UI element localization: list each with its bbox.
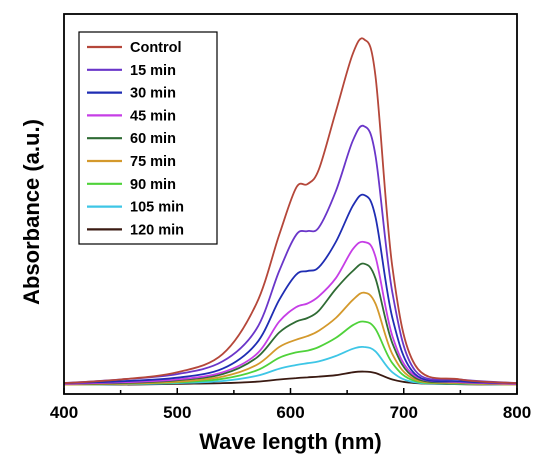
x-tick-label-1: 500: [163, 403, 191, 422]
x-tick-label-0: 400: [50, 403, 78, 422]
series-line-8: [63, 370, 518, 386]
series-line-7: [63, 345, 518, 386]
plot-area: [63, 37, 518, 386]
series-line-6: [63, 320, 518, 386]
axes: 400 500 600 700 800: [50, 13, 531, 422]
x-tick-label-3: 700: [390, 403, 418, 422]
series-line-2: [63, 193, 518, 384]
legend-label-6: 90 min: [130, 177, 176, 193]
legend-label-4: 60 min: [130, 131, 176, 147]
x-tick-label-2: 600: [276, 403, 304, 422]
legend-label-7: 105 min: [130, 200, 184, 216]
legend: Control 15 min 30 min 45 min 60 min 75 min 90 …: [78, 31, 218, 245]
legend-label-3: 45 min: [130, 108, 176, 124]
legend-label-1: 15 min: [130, 63, 176, 79]
series-line-5: [63, 291, 518, 386]
series-line-0: [63, 37, 518, 384]
series-line-3: [63, 240, 518, 385]
legend-label-2: 30 min: [130, 86, 176, 102]
x-tick-label-4: 800: [503, 403, 531, 422]
legend-label-0: Control: [130, 40, 182, 56]
legend-label-5: 75 min: [130, 154, 176, 170]
series-line-4: [63, 262, 518, 385]
legend-label-8: 120 min: [130, 222, 184, 238]
series-line-1: [63, 124, 518, 384]
x-axis-title: Wave length (nm): [199, 429, 382, 454]
y-axis-title: Absorbance (a.u.): [19, 119, 44, 305]
